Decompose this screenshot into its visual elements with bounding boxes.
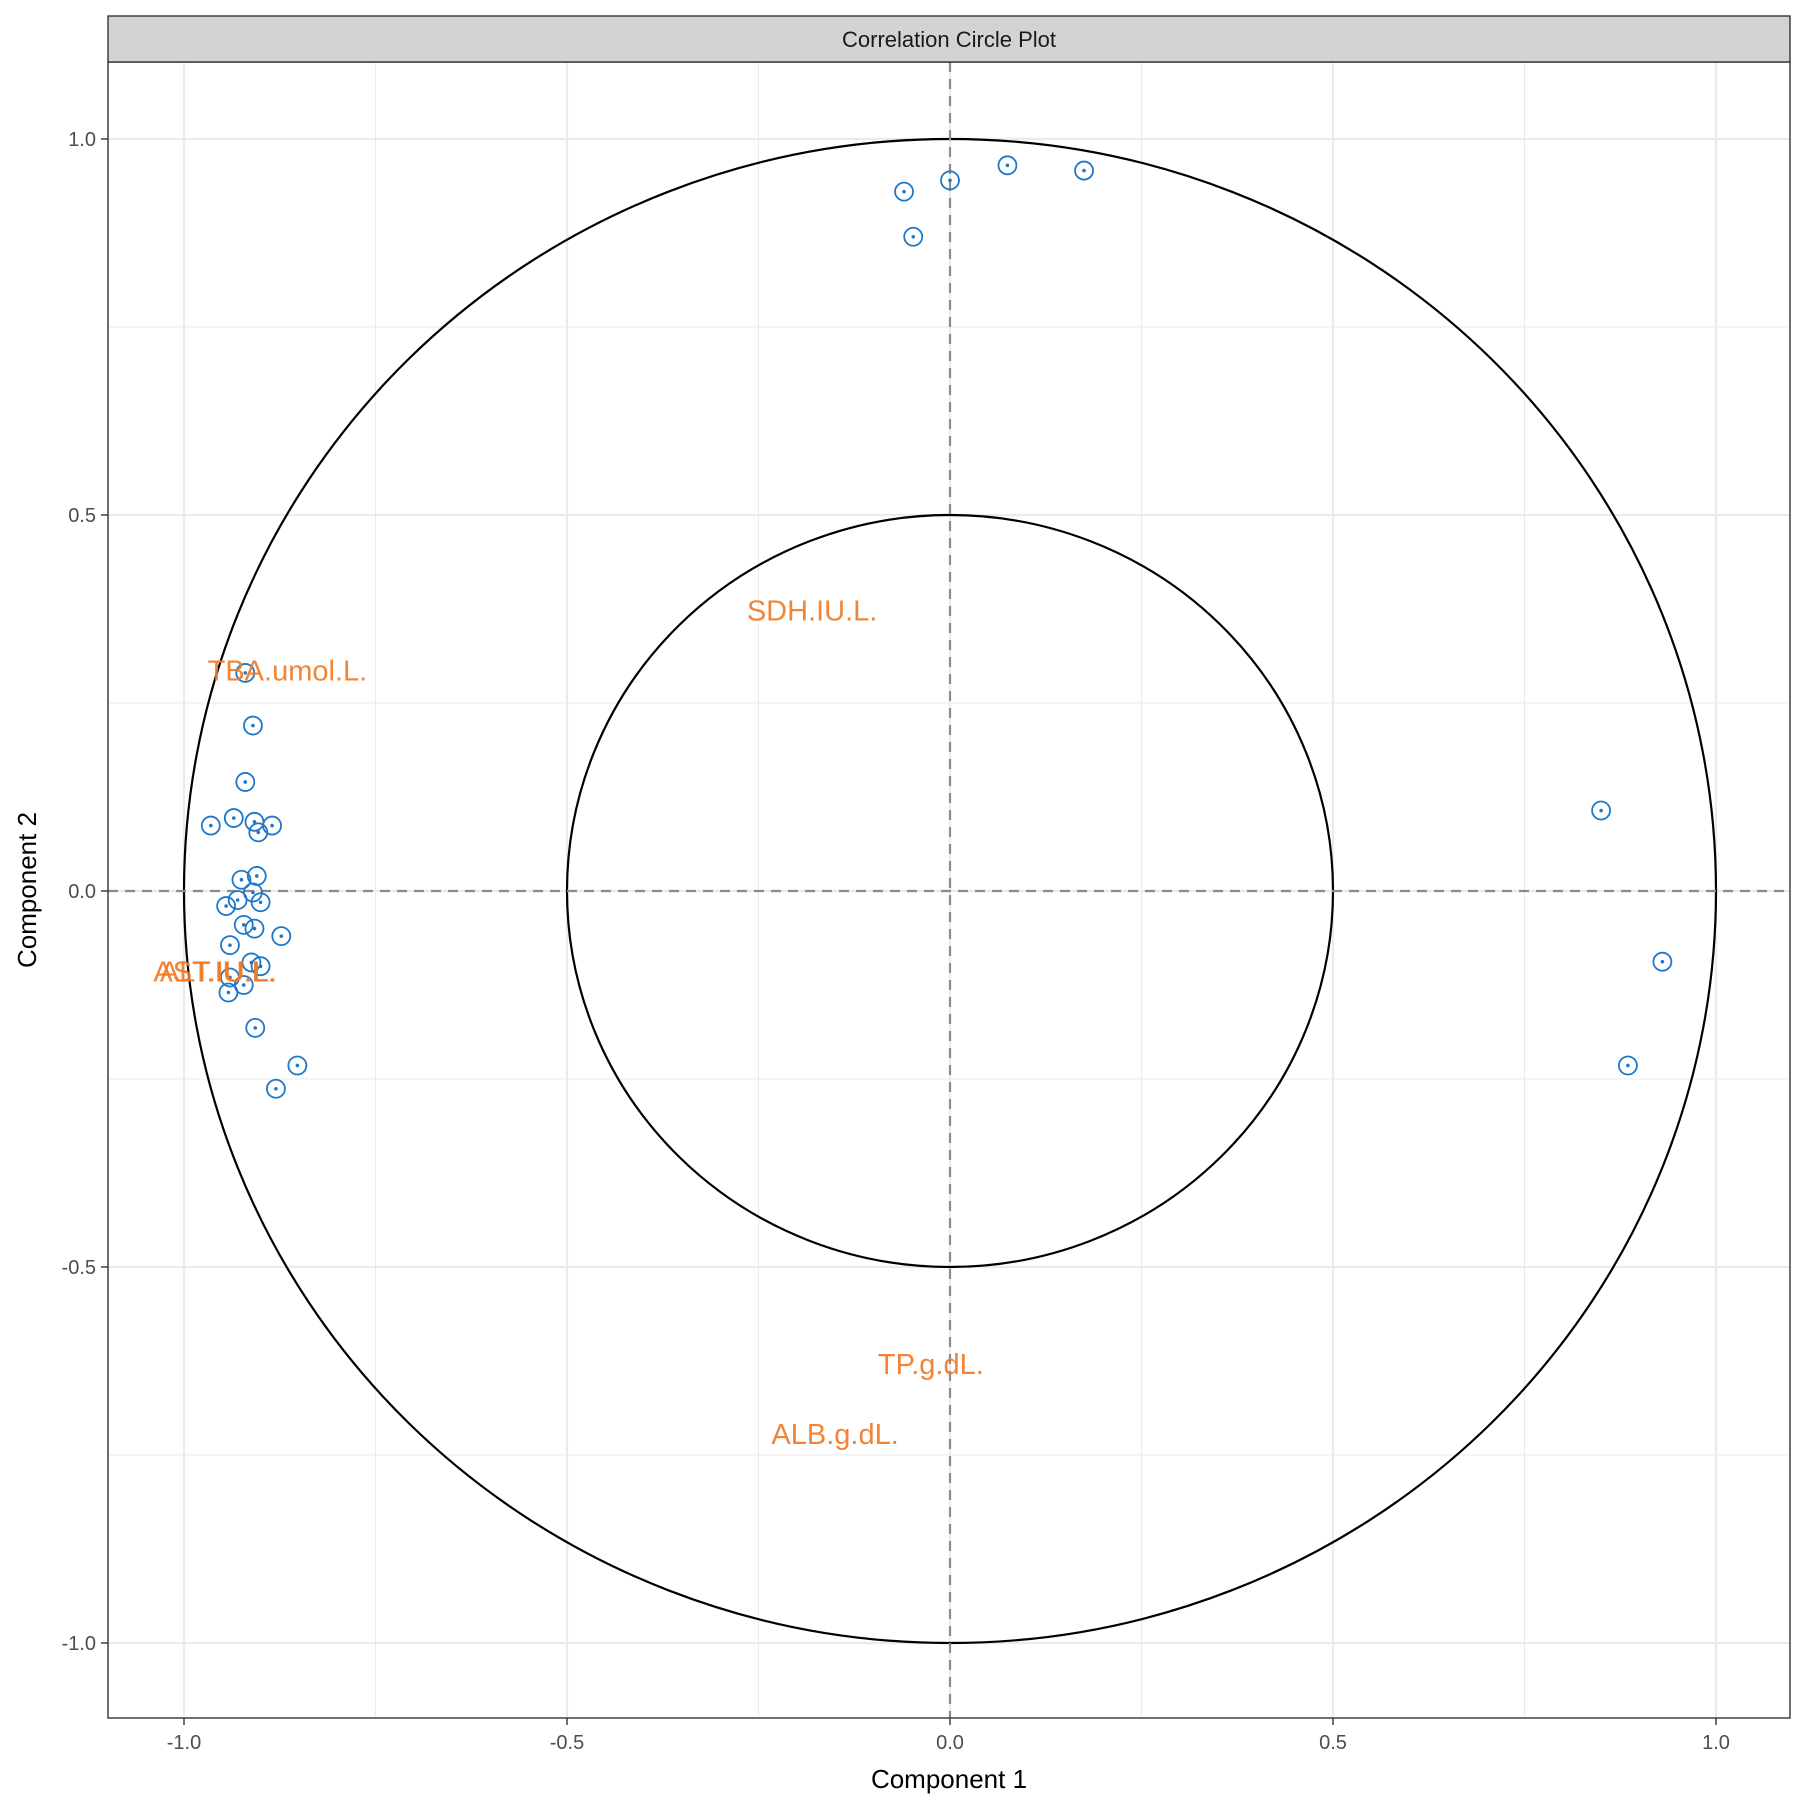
reference-lines — [108, 62, 1790, 1718]
data-point — [235, 663, 256, 683]
x-tick-label: -1.0 — [167, 1732, 201, 1754]
data-point — [1652, 951, 1673, 972]
data-point — [244, 918, 265, 939]
data-point — [220, 935, 240, 956]
y-tick-label: -0.5 — [62, 1257, 96, 1279]
y-tick-label: 0.0 — [68, 881, 96, 903]
data-point — [245, 1017, 266, 1038]
variable-label: TBA.umol.L. — [208, 656, 368, 688]
y-tick-label: 1.0 — [68, 129, 96, 151]
data-point — [216, 896, 237, 916]
title-strip — [107, 15, 1791, 63]
variable-label: ALB.g.dL. — [771, 1419, 898, 1451]
data-point — [233, 914, 254, 935]
variable-label: ALT.IU.L. — [160, 956, 277, 988]
y-axis-ticks: 1.0 0.5 0.0 -0.5 -1.0 — [62, 129, 108, 1655]
sample-points — [200, 155, 1673, 1099]
data-point — [271, 926, 292, 947]
x-tick-label: 0.0 — [936, 1732, 964, 1754]
data-point — [223, 808, 244, 828]
variable-label: AST.IU.L. — [153, 956, 276, 988]
x-tick-label: -0.5 — [550, 1732, 584, 1754]
variable-label: TP.g.dL. — [878, 1349, 984, 1381]
data-point — [243, 715, 263, 736]
data-point — [894, 181, 914, 202]
data-point — [227, 890, 248, 910]
x-tick-label: 0.5 — [1319, 1732, 1347, 1754]
data-point — [997, 155, 1018, 176]
data-point — [1591, 800, 1611, 821]
y-tick-label: 0.5 — [68, 505, 96, 527]
data-point — [250, 892, 271, 913]
data-point — [250, 956, 271, 977]
x-axis-ticks: -1.0 -0.5 0.0 0.5 1.0 — [167, 1718, 1730, 1754]
y-tick-label: -1.0 — [62, 1633, 96, 1655]
y-axis-label: Component 2 — [12, 812, 42, 968]
data-point — [200, 815, 221, 836]
data-point — [231, 869, 252, 890]
variable-label: SDH.IU.L. — [747, 595, 878, 627]
data-point — [1618, 1055, 1638, 1076]
variable-labels: SDH.IU.L. TBA.umol.L. AST.IU.L.ALT.IU.L. TP… — [153, 595, 983, 1450]
data-point — [903, 226, 924, 247]
data-point — [248, 822, 269, 843]
data-point — [218, 982, 239, 1003]
chart-title: Correlation Circle Plot — [842, 27, 1056, 52]
data-point — [266, 1078, 286, 1099]
x-axis-label: Component 1 — [871, 1764, 1027, 1794]
data-point — [287, 1055, 308, 1076]
data-point — [1074, 160, 1094, 181]
data-point — [940, 170, 960, 191]
x-tick-label: 1.0 — [1702, 1732, 1730, 1754]
data-point — [235, 772, 256, 792]
